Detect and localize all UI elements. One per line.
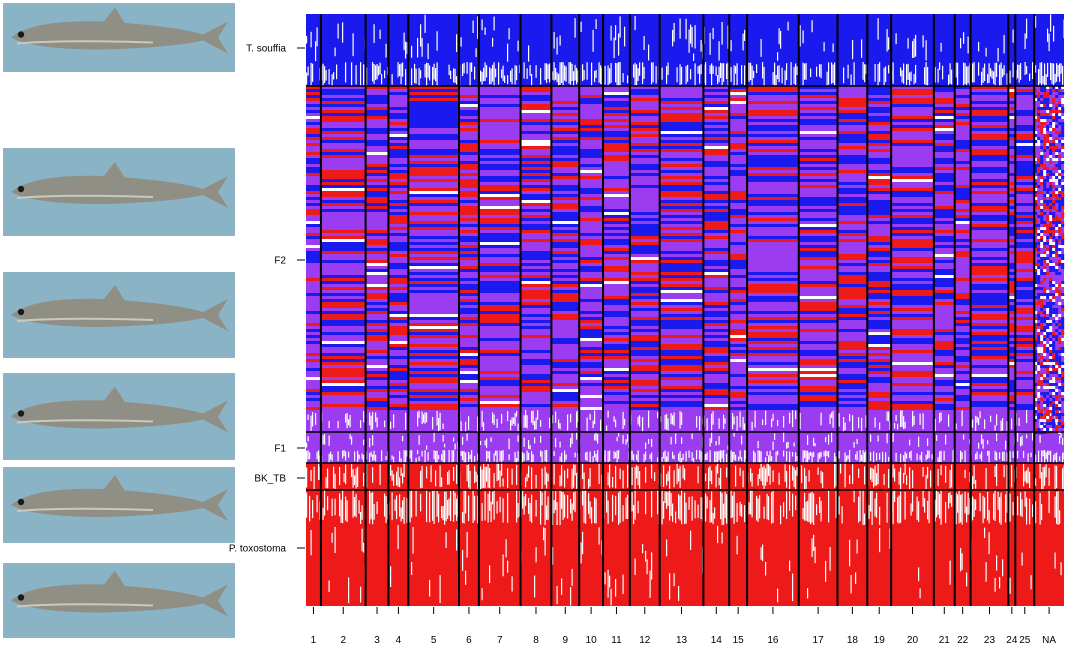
x-tick-label-na: NA [1042, 635, 1056, 646]
axes: 1 2 3 4 5 6 7 8 9 10 11 12 13 14 15 16 17 18 19 20 21 22 23 24 2… [229, 44, 1056, 647]
fish-photo-f2-b [3, 272, 235, 358]
y-tick-label-f2: F2 [274, 256, 286, 267]
x-tick-label-10: 10 [586, 635, 598, 646]
fish-photo-ptoxostoma [3, 563, 235, 638]
x-tick-label-11: 11 [611, 635, 622, 646]
x-tick-label-19: 19 [874, 635, 886, 646]
x-tick-label-16: 16 [767, 635, 779, 646]
fish-photo-bk-tb [3, 467, 235, 543]
x-tick-label-24: 24 [1006, 635, 1018, 646]
fish-photo-f1 [3, 373, 235, 460]
x-tick-label-7: 7 [497, 635, 503, 646]
fish-photo-f2-a [3, 148, 235, 236]
x-tick-label-8: 8 [533, 635, 539, 646]
x-tick-label-9: 9 [563, 635, 569, 646]
x-tick-label-25: 25 [1019, 635, 1031, 646]
x-tick-label-14: 14 [711, 635, 723, 646]
y-tick-label-bk-tb: BK_TB [254, 474, 286, 485]
x-tick-label-18: 18 [847, 635, 859, 646]
chromosome-separators [306, 14, 1064, 606]
x-tick-label-20: 20 [907, 635, 919, 646]
x-tick-label-4: 4 [396, 635, 402, 646]
x-tick-label-12: 12 [639, 635, 651, 646]
x-tick-label-5: 5 [431, 635, 437, 646]
x-tick-label-17: 17 [813, 635, 825, 646]
x-tick-label-3: 3 [374, 635, 380, 646]
y-tick-label-t-souffia: T. souffia [246, 44, 286, 55]
x-tick-label-13: 13 [676, 635, 688, 646]
x-tick-label-22: 22 [957, 635, 969, 646]
y-tick-label-f1: F1 [274, 444, 286, 455]
y-tick-label-p-toxostoma: P. toxostoma [229, 544, 287, 555]
fish-photo-tsouffia [3, 3, 235, 72]
x-tick-label-6: 6 [466, 635, 472, 646]
x-tick-label-2: 2 [340, 635, 346, 646]
x-tick-label-21: 21 [939, 635, 951, 646]
x-tick-label-1: 1 [311, 635, 317, 646]
x-tick-label-15: 15 [733, 635, 745, 646]
x-tick-label-23: 23 [984, 635, 996, 646]
heatmap-cells [306, 14, 1065, 606]
